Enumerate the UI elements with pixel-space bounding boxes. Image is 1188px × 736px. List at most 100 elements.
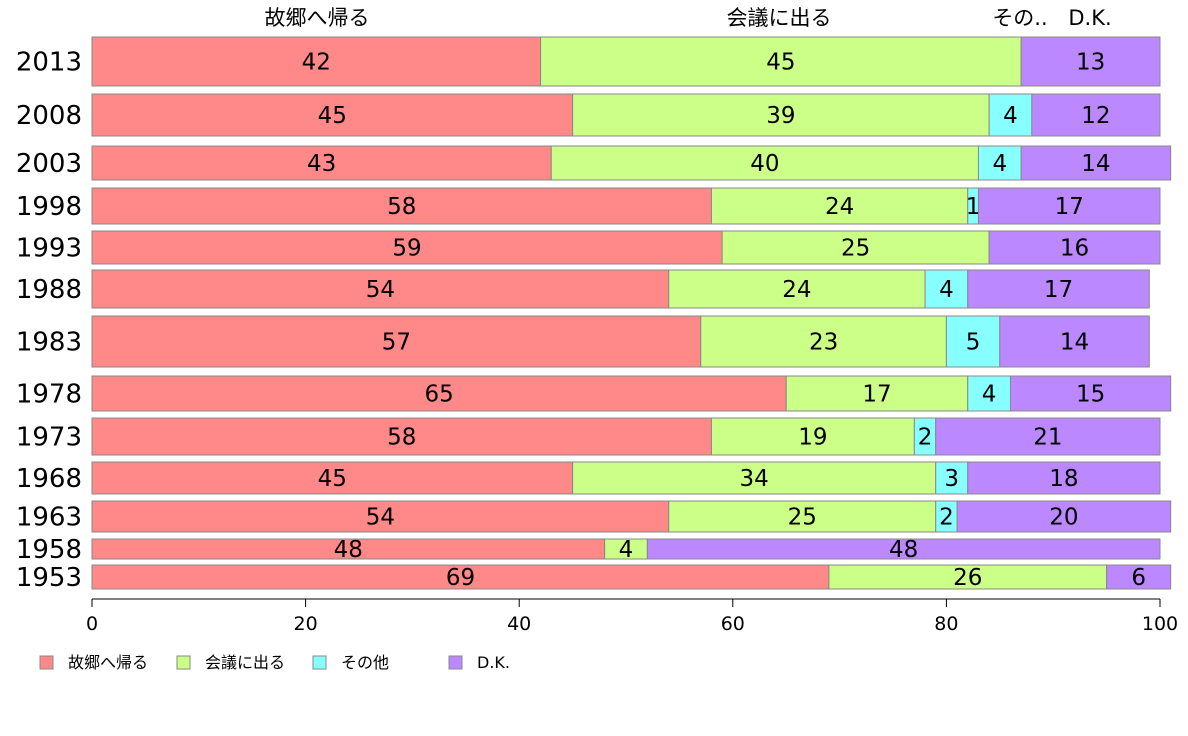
bar-1978-series-2	[967, 375, 1011, 412]
data-label-1988-series-1: 24	[782, 277, 811, 303]
data-label-2013-series-1: 45	[766, 50, 795, 76]
category-label-1998: 1998	[16, 192, 82, 222]
data-label-1983-series-2: 5	[966, 330, 981, 356]
bar-1963-series-1	[668, 500, 937, 533]
data-label-1998-series-1: 24	[825, 194, 854, 220]
data-label-1953-series-0: 69	[446, 565, 475, 591]
bar-2013-series-0	[91, 36, 542, 87]
bar-1973-series-1	[710, 417, 915, 456]
data-label-1968-series-0: 45	[318, 466, 347, 492]
top-label-1: 会議に出る	[727, 6, 832, 30]
data-label-1953-series-1: 26	[953, 565, 982, 591]
category-label-1963: 1963	[16, 503, 82, 533]
bar-2003-series-0	[91, 145, 552, 181]
bar-1968-series-2	[935, 461, 969, 495]
data-label-1988-series-0: 54	[366, 277, 395, 303]
bar-1988-series-0	[91, 269, 670, 309]
x-tick-label-20: 20	[294, 613, 318, 635]
bar-1958-series-3	[646, 538, 1161, 560]
x-tick-label-0: 0	[86, 613, 98, 635]
bar-2003-series-2	[977, 145, 1022, 181]
bar-1993-series-3	[988, 230, 1161, 265]
category-label-1993: 1993	[16, 234, 82, 264]
bar-1953-series-3	[1106, 564, 1172, 590]
category-label-1973: 1973	[16, 423, 82, 453]
bar-1988-series-3	[967, 269, 1150, 309]
x-tick-label-60: 60	[721, 613, 745, 635]
bar-1968-series-1	[572, 461, 937, 495]
bar-1988-series-2	[924, 269, 969, 309]
data-label-1968-series-3: 18	[1049, 466, 1078, 492]
data-label-1988-series-2: 4	[939, 277, 954, 303]
data-label-1973-series-0: 58	[387, 425, 416, 451]
data-label-1983-series-3: 14	[1060, 330, 1089, 356]
bar-1978-series-0	[91, 375, 787, 412]
top-label-0: 故郷へ帰る	[265, 6, 370, 30]
legend-swatch-3	[448, 655, 463, 670]
data-label-1993-series-1: 25	[841, 236, 870, 262]
category-label-2013: 2013	[16, 48, 82, 78]
bar-2008-series-3	[1031, 93, 1161, 137]
bar-2013-series-1	[540, 36, 1022, 87]
data-label-2013-series-3: 13	[1076, 50, 1105, 76]
bar-1993-series-0	[91, 230, 723, 265]
data-label-1963-series-3: 20	[1049, 505, 1078, 531]
bar-1988-series-1	[668, 269, 926, 309]
category-label-1953: 1953	[16, 563, 82, 593]
legend-swatch-2	[312, 655, 327, 670]
data-label-2008-series-2: 4	[1003, 103, 1018, 129]
data-label-1963-series-1: 25	[788, 505, 817, 531]
bar-1998-series-0	[91, 187, 712, 225]
data-label-1983-series-1: 23	[809, 330, 838, 356]
category-label-1968: 1968	[16, 464, 82, 494]
data-label-2003-series-0: 43	[307, 151, 336, 177]
legend-label-1: 会議に出る	[205, 653, 285, 672]
bar-1963-series-0	[91, 500, 670, 533]
data-label-1978-series-2: 4	[982, 382, 997, 408]
x-tick-label-40: 40	[507, 613, 531, 635]
bar-1998-series-3	[977, 187, 1161, 225]
data-label-2003-series-2: 4	[992, 151, 1007, 177]
data-label-1973-series-2: 2	[918, 425, 933, 451]
data-label-1963-series-0: 54	[366, 505, 395, 531]
bar-2008-series-2	[988, 93, 1033, 137]
top-label-3: D.K.	[1068, 6, 1111, 30]
legend-label-0: 故郷へ帰る	[68, 653, 148, 672]
data-label-1958-series-3: 48	[889, 537, 918, 563]
x-tick-label-100: 100	[1142, 613, 1178, 635]
category-label-1983: 1983	[16, 328, 82, 358]
data-label-2008-series-3: 12	[1081, 103, 1110, 129]
data-label-1988-series-3: 17	[1044, 277, 1073, 303]
category-label-1988: 1988	[16, 275, 82, 305]
bar-1983-series-0	[91, 315, 702, 368]
category-label-1958: 1958	[16, 535, 82, 565]
legend-label-2: その他	[341, 653, 389, 672]
legend-label-3: D.K.	[477, 653, 510, 672]
data-label-1973-series-3: 21	[1033, 425, 1062, 451]
data-label-2003-series-3: 14	[1081, 151, 1110, 177]
category-label-2003: 2003	[16, 149, 82, 179]
data-label-1953-series-3: 6	[1131, 565, 1146, 591]
bar-2003-series-3	[1020, 145, 1172, 181]
data-label-1968-series-1: 34	[740, 466, 769, 492]
bar-2008-series-1	[572, 93, 990, 137]
bar-1998-series-1	[710, 187, 969, 225]
bar-1993-series-1	[721, 230, 990, 265]
data-label-1998-series-2: 1	[966, 194, 981, 220]
data-label-1958-series-0: 48	[334, 537, 363, 563]
bar-1973-series-3	[935, 417, 1161, 456]
legend-swatch-0	[39, 655, 54, 670]
x-tick-label-80: 80	[934, 613, 958, 635]
legend-swatch-1	[176, 655, 191, 670]
data-label-2008-series-0: 45	[318, 103, 347, 129]
data-label-1973-series-1: 19	[798, 425, 827, 451]
bar-1983-series-1	[700, 315, 947, 368]
data-label-2008-series-1: 39	[766, 103, 795, 129]
bar-1978-series-3	[1009, 375, 1172, 412]
bar-1963-series-3	[956, 500, 1172, 533]
category-label-2008: 2008	[16, 101, 82, 131]
data-label-1978-series-0: 65	[424, 382, 453, 408]
bar-2013-series-3	[1020, 36, 1161, 87]
data-label-1998-series-3: 17	[1055, 194, 1084, 220]
